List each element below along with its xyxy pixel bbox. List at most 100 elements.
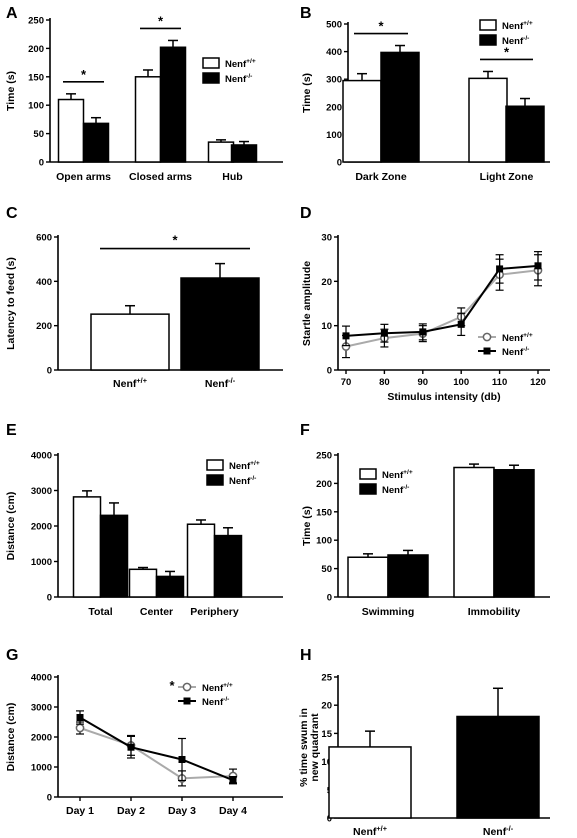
data-point bbox=[182, 682, 192, 692]
y-tick-label: 4000 bbox=[31, 451, 52, 462]
bar bbox=[328, 746, 412, 819]
bar bbox=[505, 105, 545, 163]
panel-label: H bbox=[300, 647, 312, 664]
bar bbox=[155, 575, 185, 598]
x-tick-label: Nenf-/- bbox=[483, 824, 514, 838]
x-tick-label: Day 4 bbox=[219, 805, 247, 817]
legend-entry: Nenf-/- bbox=[502, 35, 529, 47]
y-tick-label: 20 bbox=[321, 277, 332, 288]
bar bbox=[207, 141, 235, 163]
y-tick-label: 0 bbox=[47, 593, 52, 604]
x-tick-label: Immobility bbox=[468, 606, 521, 618]
data-point bbox=[76, 714, 84, 721]
data-point bbox=[380, 329, 388, 337]
x-tick-label: 120 bbox=[530, 377, 546, 388]
x-tick-label: 110 bbox=[492, 377, 507, 388]
significance-star: * bbox=[169, 678, 175, 693]
series-line bbox=[345, 264, 539, 337]
data-point bbox=[229, 776, 237, 784]
y-tick-label: 30 bbox=[321, 233, 332, 244]
y-axis-label: % time swum innew quadrant bbox=[298, 708, 321, 787]
bar bbox=[347, 556, 389, 598]
legend-swatch bbox=[359, 483, 377, 495]
bar bbox=[493, 469, 535, 598]
x-tick-label: Nenf-/- bbox=[205, 376, 236, 390]
series-line bbox=[345, 269, 539, 348]
bar bbox=[134, 76, 162, 163]
legend-entry: Nenf-/- bbox=[502, 346, 529, 358]
y-tick-label: 150 bbox=[28, 72, 44, 83]
bar bbox=[213, 534, 243, 598]
significance-star: * bbox=[504, 44, 510, 59]
bar bbox=[186, 523, 216, 598]
legend-entry: Nenf-/- bbox=[229, 475, 256, 487]
x-tick-label: Total bbox=[88, 606, 112, 618]
y-tick-label: 100 bbox=[28, 101, 44, 112]
x-tick-label: 90 bbox=[418, 377, 429, 388]
y-tick-label: 10 bbox=[321, 321, 332, 332]
significance-star: * bbox=[81, 67, 87, 82]
y-tick-label: 0 bbox=[47, 793, 52, 804]
bar bbox=[230, 144, 258, 163]
panel-D: 0 10 20 30 Startle amplitude D 70 80 90 100 110 120… bbox=[300, 205, 550, 403]
y-tick-label: 200 bbox=[28, 44, 44, 55]
data-point bbox=[75, 723, 85, 733]
bar bbox=[468, 77, 508, 163]
data-point bbox=[127, 743, 135, 751]
y-tick-label: 500 bbox=[326, 20, 342, 31]
bar bbox=[57, 98, 85, 163]
y-tick-label: 10 bbox=[321, 757, 332, 768]
y-tick-label: 1000 bbox=[31, 557, 52, 568]
legend-swatch bbox=[359, 468, 377, 480]
legend-entry: Nenf+/+ bbox=[225, 58, 256, 70]
y-tick-label: 300 bbox=[326, 75, 342, 86]
x-tick-label: Day 3 bbox=[168, 805, 196, 817]
y-tick-label: 2000 bbox=[31, 733, 52, 744]
bar bbox=[82, 122, 110, 163]
panel-C: 0 200 400 600 Latency to feed (s) C Nenf+/+ Nen… bbox=[5, 205, 283, 390]
y-tick-label: 600 bbox=[36, 233, 52, 244]
legend-swatch bbox=[202, 72, 220, 84]
bar bbox=[99, 514, 129, 598]
legend-swatch bbox=[206, 474, 224, 486]
y-axis-label: Startle amplitude bbox=[301, 261, 313, 346]
y-tick-label: 0 bbox=[337, 158, 342, 169]
y-tick-label: 2000 bbox=[31, 522, 52, 533]
panel-label: G bbox=[6, 647, 18, 664]
y-tick-label: 50 bbox=[33, 129, 44, 140]
y-tick-label: 20 bbox=[321, 701, 332, 712]
x-tick-label: Day 1 bbox=[66, 805, 94, 817]
legend-swatch bbox=[202, 57, 220, 69]
y-axis-label: Time (s) bbox=[301, 506, 313, 546]
bar bbox=[128, 568, 158, 598]
x-tick-label: Hub bbox=[222, 171, 242, 183]
x-axis-label: Stimulus intensity (db) bbox=[387, 391, 500, 403]
y-tick-label: 0 bbox=[327, 593, 332, 604]
y-tick-label: 0 bbox=[327, 366, 332, 377]
data-point bbox=[534, 262, 542, 270]
y-tick-label: 3000 bbox=[31, 486, 52, 497]
data-point bbox=[342, 332, 350, 340]
x-tick-label: Open arms bbox=[56, 171, 111, 183]
data-point bbox=[457, 320, 465, 328]
x-tick-label: Dark Zone bbox=[355, 171, 407, 183]
panel-F: 0 50 100 150 200 250 Time (s) F Swimming Immobili… bbox=[300, 422, 550, 618]
significance-star: * bbox=[378, 19, 384, 34]
panel-label: A bbox=[6, 5, 18, 22]
panel-H: 0510152025% time swum innew quadrantHNen… bbox=[298, 647, 550, 838]
y-tick-label: 400 bbox=[326, 47, 342, 58]
data-point bbox=[483, 347, 491, 355]
legend-entry: Nenf+/+ bbox=[502, 20, 533, 32]
x-tick-label: Center bbox=[140, 606, 173, 618]
y-tick-label: 150 bbox=[316, 507, 332, 518]
legend-swatch bbox=[479, 19, 497, 31]
y-tick-label: 0 bbox=[39, 158, 44, 169]
data-point bbox=[178, 756, 186, 763]
y-tick-label: 200 bbox=[316, 479, 332, 490]
bar bbox=[180, 277, 260, 371]
y-tick-label: 3000 bbox=[31, 703, 52, 714]
y-axis-label: Time (s) bbox=[5, 71, 17, 111]
x-tick-label: Nenf+/+ bbox=[113, 376, 147, 390]
legend-entry: Nenf-/- bbox=[382, 484, 409, 496]
legend-entry: Nenf-/- bbox=[225, 73, 252, 85]
